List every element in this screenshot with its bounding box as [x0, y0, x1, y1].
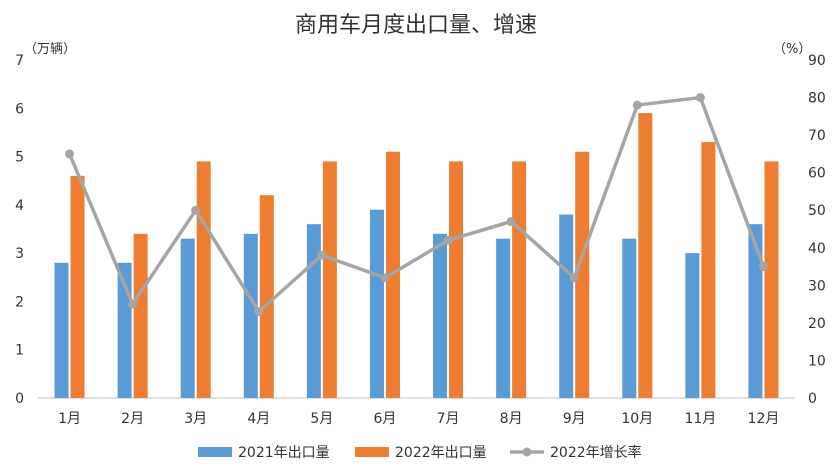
- y-left-tick-label: 2: [15, 294, 24, 310]
- legend-label: 2022年出口量: [395, 445, 487, 461]
- bar-2021: [433, 233, 448, 398]
- y-left-tick-label: 3: [15, 246, 24, 262]
- legend-marker: [522, 447, 532, 457]
- y-right-label: （%）: [773, 42, 811, 57]
- legend: 2021年出口量 2022年出口量 2022年增长率: [198, 444, 642, 461]
- growth-point: [632, 100, 642, 110]
- bar-2022: [133, 233, 148, 398]
- bar-2022: [701, 142, 716, 398]
- x-tick-label: 3月: [184, 411, 207, 427]
- x-tick-label: 6月: [373, 411, 396, 427]
- y-right-tick-label: 40: [808, 241, 826, 257]
- bar-2021: [306, 224, 321, 398]
- x-tick-label: 4月: [247, 411, 270, 427]
- growth-point: [191, 205, 201, 215]
- bar-2022: [259, 195, 274, 398]
- growth-point: [128, 299, 138, 309]
- legend-swatch: [198, 447, 232, 457]
- y-left-tick-label: 7: [15, 53, 24, 69]
- bar-2022: [512, 161, 527, 398]
- growth-point: [695, 93, 705, 103]
- legend-swatch: [355, 447, 389, 457]
- y-left-tick-label: 5: [15, 150, 24, 166]
- y-right-tick-label: 90: [808, 53, 826, 69]
- x-tick-label: 12月: [748, 411, 780, 427]
- y-right-tick-label: 30: [808, 278, 826, 294]
- y-left-tick-label: 6: [15, 101, 24, 117]
- growth-point: [758, 262, 768, 272]
- bar-2021: [369, 209, 384, 398]
- y-left-tick-label: 1: [15, 343, 24, 359]
- y-right-tick-label: 50: [808, 203, 826, 219]
- bar-2022: [196, 161, 211, 398]
- bar-2021: [622, 238, 637, 398]
- bar-2021: [748, 224, 763, 398]
- x-tick-label: 8月: [500, 411, 523, 427]
- y-right-tick-label: 0: [808, 391, 817, 407]
- bar-2021: [559, 214, 574, 398]
- x-tick-label: 2月: [121, 411, 144, 427]
- bar-2022: [764, 161, 779, 398]
- x-tick-label: 5月: [310, 411, 333, 427]
- bar-2021: [685, 253, 700, 398]
- legend-label: 2021年出口量: [238, 445, 330, 461]
- bar-2022: [575, 151, 590, 398]
- y-right-tick-label: 80: [808, 91, 826, 107]
- bar-2022: [322, 161, 337, 398]
- bar-2022: [638, 113, 653, 398]
- bar-2021: [243, 233, 258, 398]
- growth-point: [506, 216, 516, 226]
- y-right-tick-label: 20: [808, 316, 826, 332]
- growth-point: [65, 149, 75, 159]
- growth-point: [380, 273, 390, 283]
- x-tick-label: 1月: [58, 411, 81, 427]
- x-tick-label: 7月: [437, 411, 460, 427]
- bar-2021: [496, 238, 511, 398]
- bar-2022: [70, 175, 85, 398]
- growth-point: [569, 273, 579, 283]
- bar-2022: [449, 161, 464, 398]
- growth-point: [254, 307, 264, 317]
- legend-label: 2022年增长率: [550, 444, 642, 461]
- growth-point: [317, 250, 327, 260]
- y-right-tick-label: 70: [808, 128, 826, 144]
- y-left-label: （万辆）: [24, 42, 76, 57]
- bar-2021: [180, 238, 195, 398]
- chart-title: 商用车月度出口量、增速: [295, 13, 537, 38]
- bar-2021: [54, 262, 69, 398]
- growth-line: [67, 95, 766, 314]
- y-left-tick-label: 4: [15, 198, 24, 214]
- x-tick-label: 11月: [684, 411, 716, 427]
- y-right-tick-label: 60: [808, 166, 826, 182]
- growth-point: [443, 235, 453, 245]
- x-tick-label: 10月: [621, 411, 653, 427]
- x-tick-label: 9月: [563, 411, 586, 427]
- y-left-tick-label: 0: [15, 391, 24, 407]
- y-right-tick-label: 10: [808, 353, 826, 369]
